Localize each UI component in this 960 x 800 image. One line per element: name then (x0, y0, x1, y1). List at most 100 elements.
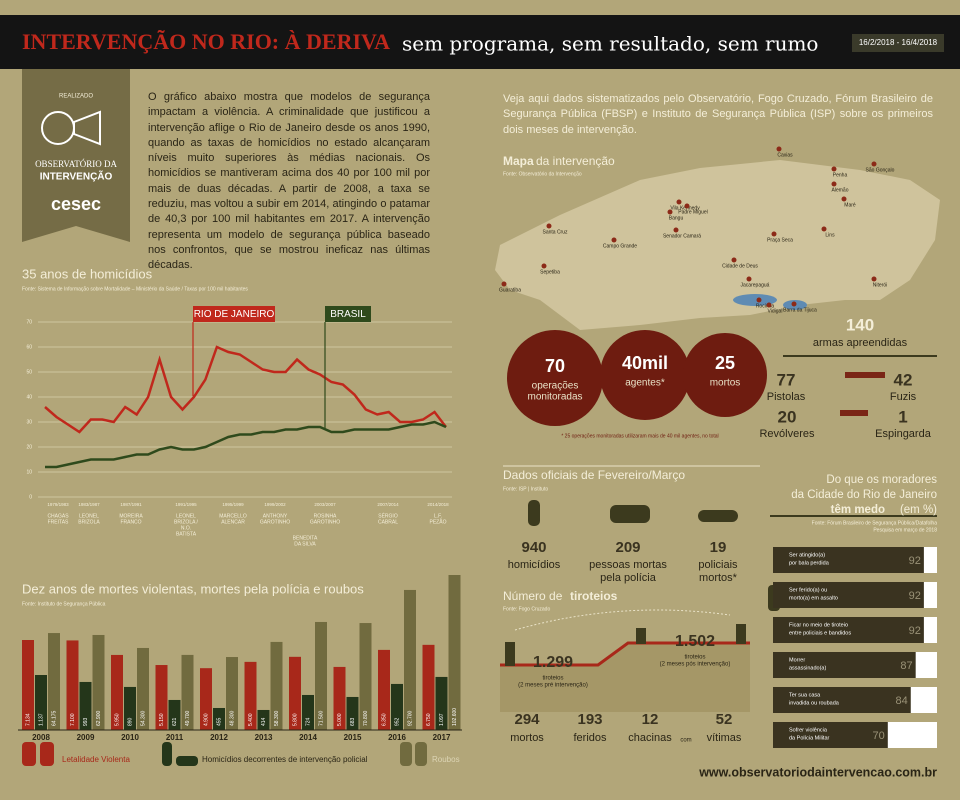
lagoon (733, 294, 777, 306)
bar (200, 668, 212, 730)
total-value: 12 (642, 711, 659, 728)
map-place: Caxias (777, 152, 793, 158)
value-label: 890 (127, 717, 133, 726)
bar (35, 675, 47, 730)
government-label: LEONEL (79, 513, 99, 519)
value-label: 1.097 (439, 713, 445, 726)
x-tick-label: 2012 (210, 733, 228, 742)
map-dot (776, 146, 782, 152)
legend-icon (176, 756, 198, 766)
bar (422, 644, 435, 730)
map-place: Praça Seca (767, 237, 793, 243)
map-place: Guaratiba (499, 287, 521, 293)
weapon-count: 42 (894, 370, 913, 389)
value-label: 71.500 (318, 710, 324, 726)
bar (448, 575, 461, 730)
x-tick-label: 2016 (388, 733, 406, 742)
section-source: Fonte: ISP | Instituto (503, 486, 548, 492)
bar (289, 656, 301, 730)
section-title: Dados oficiais de Fevereiro/Março (503, 468, 685, 482)
stat-label: agentes* (625, 378, 665, 389)
value-label: 84 (896, 695, 908, 707)
category-label: Ter sua casa (789, 692, 821, 698)
map-dot (611, 237, 617, 243)
weapon-count: 20 (778, 407, 797, 426)
stat-label: mortos* (699, 572, 738, 584)
total-label: mortos (510, 732, 544, 744)
government-label: BRIZOLA / (174, 519, 199, 525)
y-tick-label: 60 (26, 344, 32, 350)
intro-left: O gráfico abaixo mostra que modelos de s… (148, 91, 430, 272)
government-label: FREITAS (48, 519, 69, 525)
value-label: 683 (350, 717, 356, 726)
stat-label: mortos (710, 378, 741, 389)
y-tick-label: 50 (26, 369, 32, 375)
stat-label: homicídios (508, 559, 561, 571)
map-dot (746, 276, 752, 282)
bar (773, 547, 924, 573)
x-tick-label: 2011 (166, 733, 184, 742)
total-value: 52 (716, 711, 733, 728)
weapon-count: 1 (898, 407, 907, 426)
bar (92, 634, 105, 730)
period-label: 1979/1983 (47, 502, 69, 507)
map-title-strong: Mapa (503, 154, 534, 168)
section-title: Número de (503, 589, 563, 603)
bar (124, 686, 136, 730)
bar (315, 621, 327, 730)
value-label: 70 (873, 730, 885, 742)
value-label: 621 (172, 717, 178, 726)
chart-title: 35 anos de homicídios (22, 266, 153, 281)
government-label: LEONEL (176, 513, 196, 519)
map-place: Vidigal (768, 308, 783, 314)
category-label: Sofrer violência (789, 727, 828, 733)
legend-box (325, 306, 371, 322)
stat-circle (507, 330, 603, 426)
value-label: 414 (261, 717, 267, 726)
period-label: 1983/1987 (78, 502, 100, 507)
stat-label: operações (532, 381, 579, 392)
map-dot (841, 196, 847, 202)
map-dot (871, 161, 877, 167)
category-label: entre policiais e bandidos (789, 630, 851, 636)
government-label: N.O. (181, 525, 191, 531)
value-label: 49.700 (185, 710, 191, 726)
legend-label: Homicídios decorrentes de intervenção po… (202, 755, 368, 764)
stat-circle (683, 333, 767, 417)
stat-value: 209 (615, 539, 640, 556)
bar (181, 654, 194, 730)
map-dot (501, 281, 507, 287)
legend-label: BRASIL (330, 309, 366, 320)
bar (155, 665, 168, 730)
weapon-label: Revólveres (759, 428, 815, 440)
map-place: Alemão (832, 187, 849, 193)
value-label: 5.800 (292, 713, 298, 726)
map-place: Rocinha (756, 303, 775, 309)
total-value: 294 (514, 711, 540, 728)
value-label: 7.100 (70, 713, 76, 726)
bar (773, 687, 911, 713)
category-label: Ser ferido(a) ou (789, 587, 827, 593)
legend-label: Roubos (432, 755, 460, 764)
legend-icon (162, 742, 172, 766)
legend-label: Letalidade Violenta (62, 755, 130, 764)
stat-value: 19 (710, 539, 727, 556)
header-band (0, 15, 960, 69)
stat-value: 70 (545, 356, 565, 376)
stat-value: 25 (715, 353, 735, 373)
chart-title: da Cidade do Rio de Janeiro (791, 489, 937, 501)
period-label: 1987/1991 (120, 502, 142, 507)
value-label: 5.400 (248, 713, 254, 726)
value-label: 87 (900, 660, 912, 672)
government-label: ALENCAR (221, 519, 245, 525)
map-place: Vila Kennedy (670, 205, 700, 211)
section-title-strong: tiroteios (570, 589, 618, 603)
total-label: feridos (573, 732, 607, 744)
stat-label: monitoradas (527, 392, 582, 403)
legend-icon (400, 742, 412, 766)
map-note: * 25 operações monitoradas utilizaram ma… (561, 433, 718, 439)
chart-title: Do que os moradores (826, 474, 937, 486)
legend-box (193, 306, 275, 322)
stat-label: policiais (698, 559, 738, 571)
